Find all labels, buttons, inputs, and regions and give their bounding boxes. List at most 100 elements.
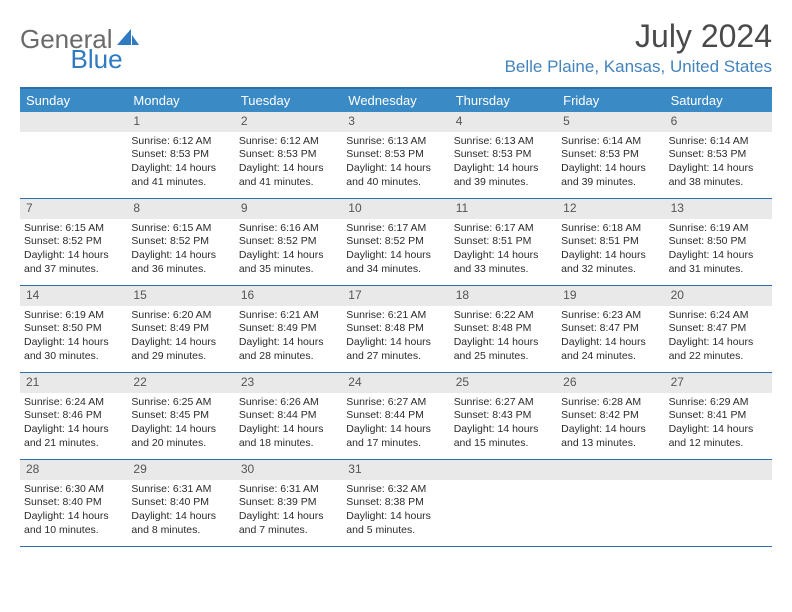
day-header-row: SundayMondayTuesdayWednesdayThursdayFrid… (20, 89, 772, 112)
sunrise-text: Sunrise: 6:19 AM (24, 309, 123, 323)
month-title: July 2024 (505, 18, 772, 55)
sunset-text: Sunset: 8:48 PM (346, 322, 445, 336)
daylight-text: Daylight: 14 hours and 39 minutes. (454, 162, 553, 189)
week-row: 1Sunrise: 6:12 AMSunset: 8:53 PMDaylight… (20, 112, 772, 199)
day-number: 18 (450, 286, 557, 306)
sunrise-text: Sunrise: 6:19 AM (669, 222, 768, 236)
day-header: Tuesday (235, 89, 342, 112)
sunrise-text: Sunrise: 6:22 AM (454, 309, 553, 323)
day-number-empty (665, 460, 772, 480)
day-cell: 9Sunrise: 6:16 AMSunset: 8:52 PMDaylight… (235, 199, 342, 285)
day-number: 26 (557, 373, 664, 393)
day-number: 27 (665, 373, 772, 393)
day-number: 25 (450, 373, 557, 393)
sunset-text: Sunset: 8:44 PM (239, 409, 338, 423)
daylight-text: Daylight: 14 hours and 41 minutes. (131, 162, 230, 189)
daylight-text: Daylight: 14 hours and 17 minutes. (346, 423, 445, 450)
day-cell: 28Sunrise: 6:30 AMSunset: 8:40 PMDayligh… (20, 460, 127, 546)
daylight-text: Daylight: 14 hours and 32 minutes. (561, 249, 660, 276)
empty-cell (450, 460, 557, 546)
sunset-text: Sunset: 8:47 PM (561, 322, 660, 336)
sunset-text: Sunset: 8:43 PM (454, 409, 553, 423)
day-number: 19 (557, 286, 664, 306)
daylight-text: Daylight: 14 hours and 21 minutes. (24, 423, 123, 450)
sunset-text: Sunset: 8:50 PM (669, 235, 768, 249)
day-number: 6 (665, 112, 772, 132)
day-cell: 14Sunrise: 6:19 AMSunset: 8:50 PMDayligh… (20, 286, 127, 372)
week-row: 14Sunrise: 6:19 AMSunset: 8:50 PMDayligh… (20, 286, 772, 373)
daylight-text: Daylight: 14 hours and 5 minutes. (346, 510, 445, 537)
day-cell: 15Sunrise: 6:20 AMSunset: 8:49 PMDayligh… (127, 286, 234, 372)
day-number: 22 (127, 373, 234, 393)
daylight-text: Daylight: 14 hours and 40 minutes. (346, 162, 445, 189)
daylight-text: Daylight: 14 hours and 15 minutes. (454, 423, 553, 450)
sunset-text: Sunset: 8:51 PM (454, 235, 553, 249)
day-number: 10 (342, 199, 449, 219)
empty-cell (557, 460, 664, 546)
day-number-empty (450, 460, 557, 480)
daylight-text: Daylight: 14 hours and 29 minutes. (131, 336, 230, 363)
daylight-text: Daylight: 14 hours and 12 minutes. (669, 423, 768, 450)
sunset-text: Sunset: 8:53 PM (561, 148, 660, 162)
sunrise-text: Sunrise: 6:20 AM (131, 309, 230, 323)
sunset-text: Sunset: 8:38 PM (346, 496, 445, 510)
logo: General Blue (20, 24, 193, 55)
day-cell: 4Sunrise: 6:13 AMSunset: 8:53 PMDaylight… (450, 112, 557, 198)
sunset-text: Sunset: 8:50 PM (24, 322, 123, 336)
day-cell: 30Sunrise: 6:31 AMSunset: 8:39 PMDayligh… (235, 460, 342, 546)
header: General Blue July 2024 Belle Plaine, Kan… (20, 18, 772, 77)
day-header: Saturday (665, 89, 772, 112)
sunrise-text: Sunrise: 6:26 AM (239, 396, 338, 410)
day-cell: 2Sunrise: 6:12 AMSunset: 8:53 PMDaylight… (235, 112, 342, 198)
day-header: Sunday (20, 89, 127, 112)
sunrise-text: Sunrise: 6:25 AM (131, 396, 230, 410)
day-cell: 22 Sunrise: 6:25 AMSunset: 8:45 PMDayligh… (127, 373, 234, 459)
daylight-text: Daylight: 14 hours and 7 minutes. (239, 510, 338, 537)
day-number: 23 (235, 373, 342, 393)
sunrise-text: Sunrise: 6:14 AM (561, 135, 660, 149)
day-number: 5 (557, 112, 664, 132)
daylight-text: Daylight: 14 hours and 28 minutes. (239, 336, 338, 363)
day-number: 30 (235, 460, 342, 480)
day-cell: 31Sunrise: 6:32 AMSunset: 8:38 PMDayligh… (342, 460, 449, 546)
day-number: 20 (665, 286, 772, 306)
daylight-text: Daylight: 14 hours and 31 minutes. (669, 249, 768, 276)
day-number: 11 (450, 199, 557, 219)
daylight-text: Daylight: 14 hours and 27 minutes. (346, 336, 445, 363)
day-number: 4 (450, 112, 557, 132)
daylight-text: Daylight: 14 hours and 18 minutes. (239, 423, 338, 450)
day-number: 8 (127, 199, 234, 219)
day-cell: 27Sunrise: 6:29 AMSunset: 8:41 PMDayligh… (665, 373, 772, 459)
daylight-text: Daylight: 14 hours and 20 minutes. (131, 423, 230, 450)
day-cell: 13 Sunrise: 6:19 AMSunset: 8:50 PMDayligh… (665, 199, 772, 285)
sunset-text: Sunset: 8:53 PM (131, 148, 230, 162)
sunset-text: Sunset: 8:45 PM (131, 409, 230, 423)
daylight-text: Daylight: 14 hours and 35 minutes. (239, 249, 338, 276)
week-row: 21Sunrise: 6:24 AMSunset: 8:46 PMDayligh… (20, 373, 772, 460)
sunrise-text: Sunrise: 6:30 AM (24, 483, 123, 497)
day-cell: 20Sunrise: 6:24 AMSunset: 8:47 PMDayligh… (665, 286, 772, 372)
daylight-text: Daylight: 14 hours and 8 minutes. (131, 510, 230, 537)
sunrise-text: Sunrise: 6:31 AM (239, 483, 338, 497)
sunrise-text: Sunrise: 6:27 AM (346, 396, 445, 410)
day-cell: 6Sunrise: 6:14 AMSunset: 8:53 PMDaylight… (665, 112, 772, 198)
day-cell: 10Sunrise: 6:17 AMSunset: 8:52 PMDayligh… (342, 199, 449, 285)
sunset-text: Sunset: 8:53 PM (239, 148, 338, 162)
logo-text-blue: Blue (71, 44, 123, 75)
day-number: 7 (20, 199, 127, 219)
day-cell: 29Sunrise: 6:31 AMSunset: 8:40 PMDayligh… (127, 460, 234, 546)
day-cell: 24Sunrise: 6:27 AMSunset: 8:44 PMDayligh… (342, 373, 449, 459)
sunset-text: Sunset: 8:40 PM (131, 496, 230, 510)
daylight-text: Daylight: 14 hours and 41 minutes. (239, 162, 338, 189)
sunrise-text: Sunrise: 6:17 AM (346, 222, 445, 236)
sunrise-text: Sunrise: 6:15 AM (131, 222, 230, 236)
daylight-text: Daylight: 14 hours and 30 minutes. (24, 336, 123, 363)
daylight-text: Daylight: 14 hours and 39 minutes. (561, 162, 660, 189)
sunrise-text: Sunrise: 6:13 AM (346, 135, 445, 149)
day-number: 13 (665, 199, 772, 219)
sunset-text: Sunset: 8:44 PM (346, 409, 445, 423)
sunrise-text: Sunrise: 6:16 AM (239, 222, 338, 236)
sunrise-text: Sunrise: 6:21 AM (239, 309, 338, 323)
sunrise-text: Sunrise: 6:32 AM (346, 483, 445, 497)
sunset-text: Sunset: 8:47 PM (669, 322, 768, 336)
